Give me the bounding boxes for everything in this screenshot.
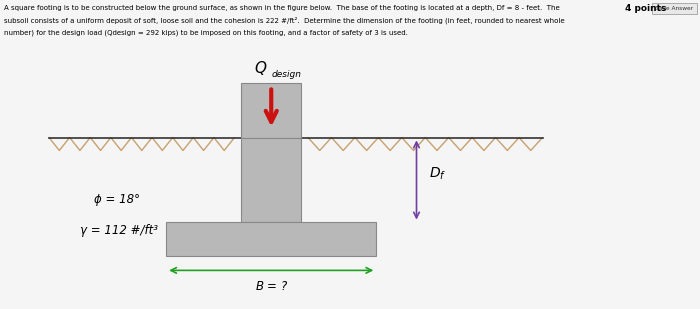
Text: number) for the design load (Qdesign = 292 kips) to be imposed on this footing, : number) for the design load (Qdesign = 2…: [4, 29, 407, 36]
Bar: [167, 222, 377, 256]
Text: ϕ = 18°: ϕ = 18°: [94, 193, 141, 206]
Text: 4 points: 4 points: [625, 4, 666, 13]
Bar: [652, 3, 696, 14]
Text: $\mathit{D}_f$: $\mathit{D}_f$: [429, 166, 447, 182]
Text: $\mathit{B}$ = ?: $\mathit{B}$ = ?: [255, 280, 288, 293]
Text: $\mathit{Q}$: $\mathit{Q}$: [254, 59, 267, 77]
Bar: [241, 83, 301, 138]
Bar: [241, 138, 301, 222]
Text: Save Answer: Save Answer: [655, 6, 693, 11]
Text: A square footing is to be constructed below the ground surface, as shown in the : A square footing is to be constructed be…: [4, 5, 559, 11]
Text: design: design: [271, 70, 301, 79]
Text: subsoil consists of a uniform deposit of soft, loose soil and the cohesion is 22: subsoil consists of a uniform deposit of…: [4, 17, 564, 24]
Text: γ = 112 #/ft³: γ = 112 #/ft³: [80, 224, 158, 237]
